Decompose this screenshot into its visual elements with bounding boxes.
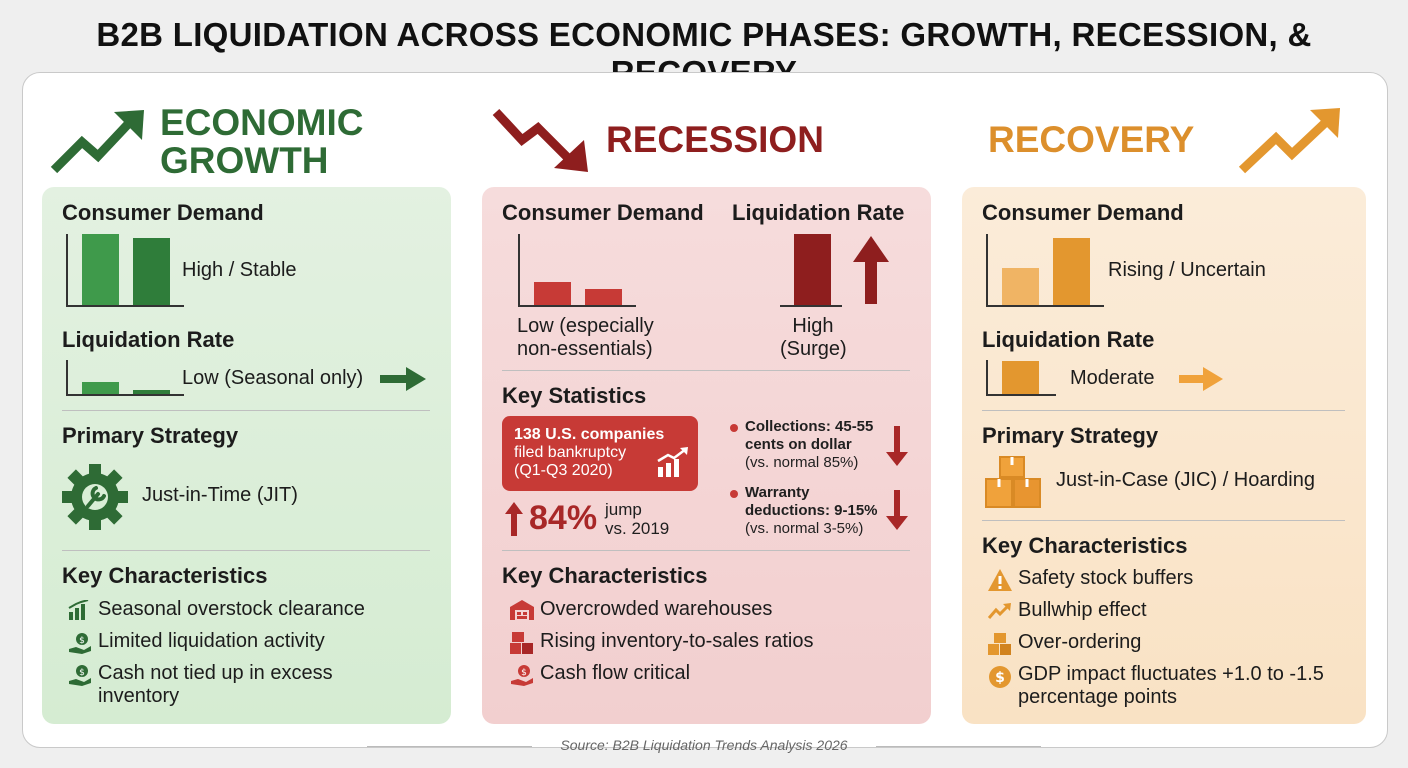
list-item: Over-ordering <box>988 631 1141 655</box>
recovery-strategy-value: Just-in-Case (JIC) / Hoarding <box>1056 469 1315 491</box>
stacked-boxes-icon <box>984 455 1042 514</box>
recession-title: RECESSION <box>606 119 824 160</box>
arrow-down-icon <box>886 490 908 535</box>
growth-characteristics-heading: Key Characteristics <box>62 563 268 588</box>
warranty-stat: Warranty deductions: 9-15% (vs. normal 3… <box>745 484 878 537</box>
growth-liquidation-bar-1 <box>82 382 119 394</box>
svg-text:$: $ <box>995 670 1005 686</box>
recovery-characteristics-heading: Key Characteristics <box>982 533 1188 558</box>
divider <box>62 550 430 551</box>
list-item-text: Cash flow critical <box>540 662 691 684</box>
divider <box>502 550 910 551</box>
list-item: $ Limited liquidation activity <box>68 630 325 654</box>
bar-chart-icon <box>68 598 98 620</box>
list-item-text: GDP impact fluctuates +1.0 to -1.5 percen… <box>1018 663 1324 708</box>
growth-demand-bar-2 <box>133 238 170 305</box>
list-item-text: Overcrowded warehouses <box>540 598 773 620</box>
gear-wrench-icon <box>60 462 130 537</box>
list-item: $ Cash flow critical <box>510 662 690 686</box>
hand-coin-icon: $ <box>68 662 98 686</box>
bullet-dot <box>730 424 738 432</box>
recovery-liquidation-value: Moderate <box>1070 367 1155 389</box>
growth-liquidation-heading: Liquidation Rate <box>62 327 235 352</box>
divider <box>502 370 910 371</box>
recovery-consumer-demand-heading: Consumer Demand <box>982 200 1184 225</box>
growth-trend-icon <box>48 106 148 181</box>
recession-demand-bar-1 <box>534 282 571 305</box>
svg-text:$: $ <box>79 668 85 678</box>
recession-demand-value: Low (especially non-essentials) <box>517 315 654 360</box>
list-item: Bullwhip effect <box>988 599 1147 622</box>
growth-demand-value: High / Stable <box>182 259 297 281</box>
growth-strategy-value: Just-in-Time (JIT) <box>142 484 298 506</box>
recession-liquidation-heading: Liquidation Rate <box>732 200 905 225</box>
arrow-down-icon <box>886 426 908 471</box>
recovery-demand-bar-2 <box>1053 238 1090 305</box>
warehouse-icon <box>510 598 540 620</box>
recovery-liquidation-heading: Liquidation Rate <box>982 327 1155 352</box>
dollar-coin-icon: $ <box>988 663 1018 689</box>
divider <box>982 520 1345 521</box>
recovery-liquidation-bar <box>1002 361 1039 394</box>
growth-strategy-heading: Primary Strategy <box>62 423 239 448</box>
recovery-trend-icon <box>1236 104 1346 181</box>
list-item-text: Over-ordering <box>1018 631 1142 653</box>
jump-percentage: 84% <box>529 499 598 537</box>
zigzag-trend-icon <box>988 599 1018 621</box>
hand-coin-icon: $ <box>510 662 540 686</box>
list-item: Rising inventory-to-sales ratios <box>510 630 813 654</box>
divider <box>982 410 1345 411</box>
arrow-right-icon <box>380 366 428 397</box>
growth-title: ECONOMIC GROWTH <box>160 102 364 181</box>
list-item-text: Rising inventory-to-sales ratios <box>540 630 814 652</box>
list-item-text: Safety stock buffers <box>1018 567 1194 589</box>
divider <box>62 410 430 411</box>
hand-coin-icon: $ <box>68 630 98 654</box>
arrow-up-icon <box>851 236 891 311</box>
key-statistics-heading: Key Statistics <box>502 383 647 408</box>
list-item: Overcrowded warehouses <box>510 598 772 621</box>
list-item: Seasonal overstock clearance <box>68 598 365 621</box>
boxes-icon <box>988 631 1018 655</box>
list-item-text: Cash not tied up in excess inventory <box>98 662 333 707</box>
recession-liquidation-value: High (Surge) <box>780 315 847 360</box>
list-item-text: Bullwhip effect <box>1018 599 1147 621</box>
source-rule-right <box>876 746 1041 747</box>
jump-label: jump vs. 2019 <box>605 500 670 538</box>
recession-liquidation-bar <box>794 234 831 305</box>
boxes-icon <box>510 630 540 654</box>
recovery-demand-value: Rising / Uncertain <box>1108 259 1266 281</box>
recovery-title: RECOVERY <box>988 119 1195 160</box>
recession-characteristics-heading: Key Characteristics <box>502 563 708 588</box>
growth-demand-bar-1 <box>82 234 119 305</box>
recession-demand-bar-2 <box>585 289 622 305</box>
list-item: $ Cash not tied up in excess inventory <box>68 662 333 708</box>
list-item-text: Seasonal overstock clearance <box>98 598 365 620</box>
svg-text:$: $ <box>79 636 85 646</box>
growth-liquidation-value: Low (Seasonal only) <box>182 367 364 389</box>
bankruptcy-stat-box: 138 U.S. companies filed bankruptcy (Q1-… <box>502 416 698 491</box>
recovery-demand-bar-1 <box>1002 268 1039 305</box>
bullet-dot <box>730 490 738 498</box>
arrow-up-small-icon <box>505 502 523 541</box>
arrow-right-icon <box>1179 366 1225 397</box>
warning-icon <box>988 567 1018 591</box>
list-item-text: Limited liquidation activity <box>98 630 325 652</box>
svg-text:$: $ <box>521 668 527 678</box>
chart-up-icon <box>656 447 690 482</box>
recession-trend-icon <box>492 106 592 181</box>
recession-consumer-demand-heading: Consumer Demand <box>502 200 704 225</box>
source-caption: Source: B2B Liquidation Trends Analysis … <box>560 737 848 753</box>
list-item: Safety stock buffers <box>988 567 1193 591</box>
source-rule-left <box>367 746 532 747</box>
growth-consumer-demand-heading: Consumer Demand <box>62 200 264 225</box>
recovery-strategy-heading: Primary Strategy <box>982 423 1159 448</box>
list-item: $ GDP impact fluctuates +1.0 to -1.5 perc… <box>988 663 1324 709</box>
collections-stat: Collections: 45-55 cents on dollar (vs. … <box>745 418 874 471</box>
growth-liquidation-bar-2 <box>133 390 170 394</box>
